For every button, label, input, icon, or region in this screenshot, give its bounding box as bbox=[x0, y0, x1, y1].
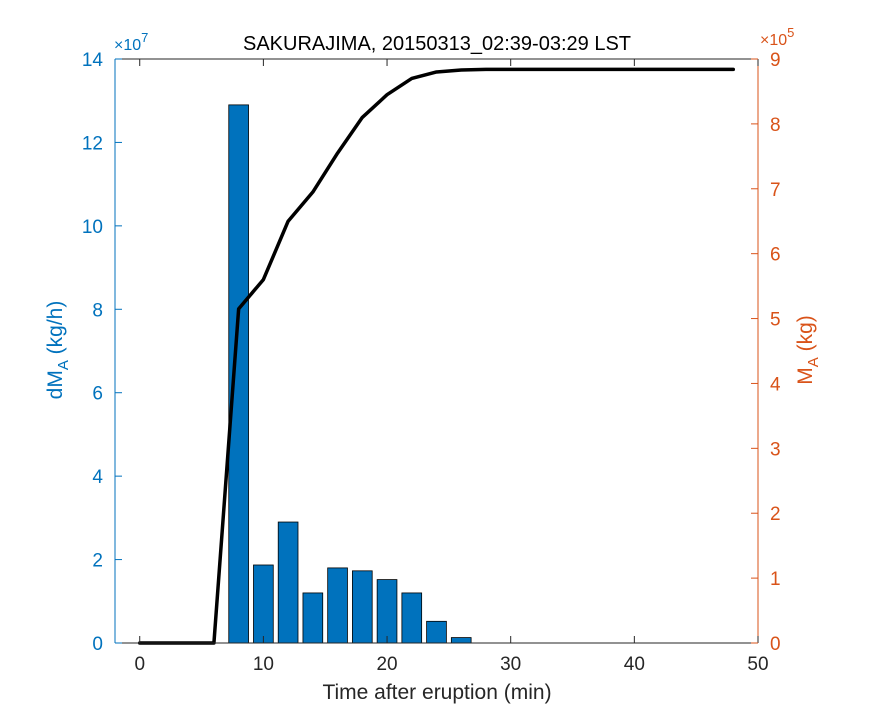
axes-group bbox=[114, 58, 759, 644]
bar bbox=[401, 592, 423, 644]
left-y-tick-label: 8 bbox=[92, 300, 103, 321]
right-y-tick-label: 9 bbox=[770, 50, 781, 71]
bar bbox=[327, 567, 348, 644]
right-y-tick-label: 8 bbox=[770, 115, 781, 136]
bar bbox=[426, 620, 447, 644]
right-y-tick-label: 4 bbox=[770, 374, 781, 395]
right-ylabel-unit: (kg) bbox=[794, 315, 817, 357]
left-y-tick-label: 14 bbox=[82, 50, 104, 71]
left-y-tick-label: 2 bbox=[92, 551, 103, 572]
line-group bbox=[137, 67, 736, 645]
right-y-tick-label: 6 bbox=[770, 245, 781, 266]
bar bbox=[450, 637, 472, 644]
right-y-tick-label: 0 bbox=[770, 634, 781, 655]
left-y-tick-label: 4 bbox=[92, 467, 103, 488]
right-multiplier-base: ×10 bbox=[760, 32, 787, 49]
left-y-axis-label: dMA (kg/h) bbox=[44, 301, 72, 400]
x-tick-label: 50 bbox=[747, 654, 768, 675]
left-ylabel-unit: (kg/h) bbox=[44, 301, 67, 361]
right-axis-multiplier: ×105 bbox=[760, 25, 794, 49]
x-tick-label: 40 bbox=[624, 654, 645, 675]
right-ylabel-sub: A bbox=[805, 357, 822, 367]
chart-title: SAKURAJIMA, 20150313_02:39-03:29 LST bbox=[243, 33, 631, 55]
left-ylabel-sub: A bbox=[55, 360, 72, 370]
bars-group bbox=[228, 104, 472, 644]
bar bbox=[352, 570, 373, 644]
right-y-tick-label: 7 bbox=[770, 180, 781, 201]
left-ylabel-main: dM bbox=[44, 370, 67, 399]
bar bbox=[302, 592, 324, 644]
cumulative-mass-line bbox=[137, 67, 736, 645]
bar bbox=[228, 104, 249, 644]
bar bbox=[277, 521, 299, 644]
left-y-tick-label: 6 bbox=[92, 384, 103, 405]
left-axis-multiplier: ×107 bbox=[114, 30, 148, 54]
bar bbox=[253, 564, 274, 644]
x-tick-label: 30 bbox=[500, 654, 521, 675]
right-y-tick-label: 2 bbox=[770, 504, 781, 525]
x-axis-label: Time after eruption (min) bbox=[322, 681, 551, 704]
right-y-tick-label: 1 bbox=[770, 569, 781, 590]
right-ylabel-main: M bbox=[794, 367, 817, 385]
right-multiplier-exponent: 5 bbox=[787, 25, 794, 40]
right-y-axis-label: MA (kg) bbox=[794, 315, 822, 385]
left-y-tick-label: 12 bbox=[82, 133, 103, 154]
right-y-tick-label: 3 bbox=[770, 439, 781, 460]
bar bbox=[376, 579, 398, 644]
left-y-tick-label: 10 bbox=[82, 217, 103, 238]
left-multiplier-base: ×10 bbox=[114, 37, 141, 54]
x-tick-label: 10 bbox=[253, 654, 274, 675]
x-tick-label: 20 bbox=[376, 654, 397, 675]
x-tick-label: 0 bbox=[134, 654, 145, 675]
right-y-tick-label: 5 bbox=[770, 310, 781, 331]
left-multiplier-exponent: 7 bbox=[141, 30, 148, 45]
left-y-tick-label: 0 bbox=[92, 634, 103, 655]
